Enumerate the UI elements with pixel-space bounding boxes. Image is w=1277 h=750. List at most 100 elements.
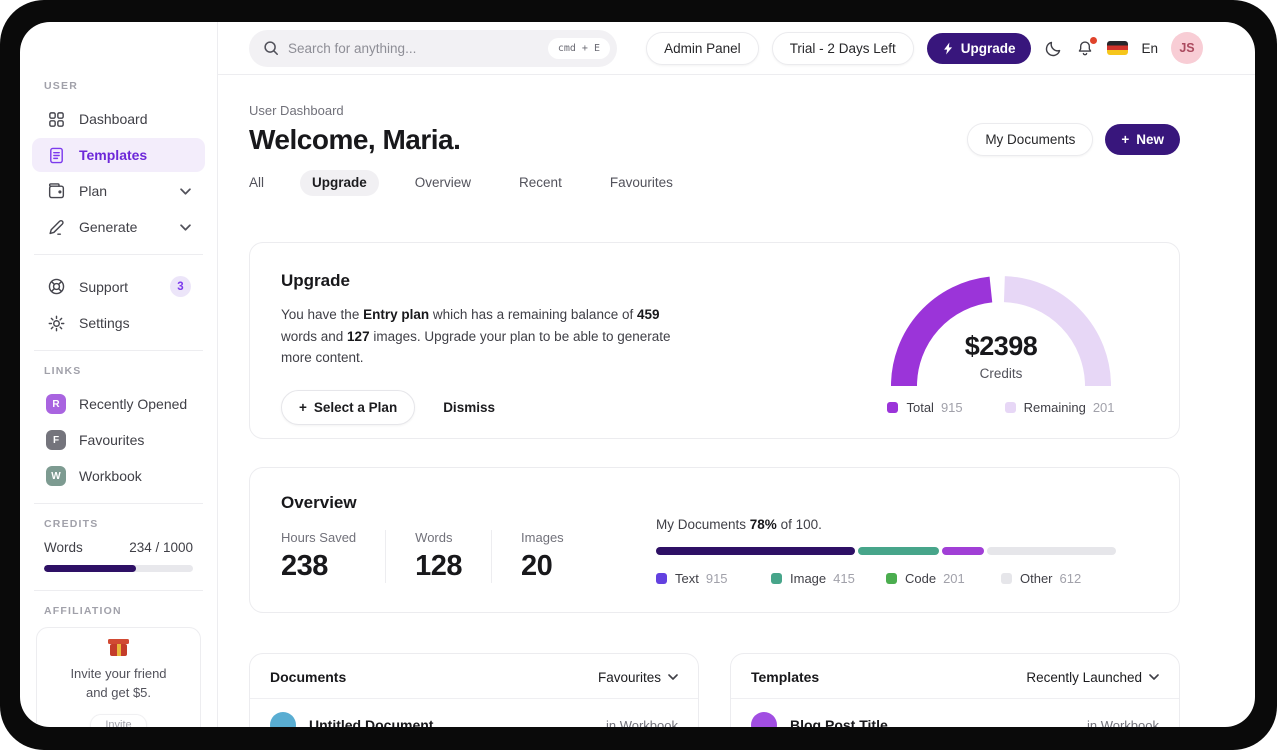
- link-letter-chip: F: [46, 430, 66, 450]
- credits-words-row: Words 234 / 1000: [44, 540, 193, 555]
- tab-overview[interactable]: Overview: [414, 175, 472, 190]
- document-location: in Workbook: [605, 717, 678, 728]
- gear-icon: [46, 313, 66, 333]
- breadcrumb: User Dashboard: [249, 103, 344, 118]
- credits-gauge: $2398 Credits Total 915 Remaining: [887, 271, 1115, 438]
- credits-progress-track: [44, 565, 193, 572]
- templates-card: Templates Recently Launched Blog Post Ti…: [730, 653, 1180, 727]
- gauge-arcs: [891, 276, 1111, 387]
- dark-mode-toggle[interactable]: [1044, 39, 1063, 58]
- overview-card: Overview Hours Saved 238 Words 128: [249, 467, 1180, 613]
- sidebar-link-workbook[interactable]: W Workbook: [32, 459, 205, 493]
- notifications-button[interactable]: [1076, 36, 1098, 58]
- sidebar-section-links: LINKS: [44, 365, 82, 377]
- link-letter-chip: W: [46, 466, 66, 486]
- legend-item-total: Total 915: [887, 400, 963, 415]
- legend-item-text: Text 915: [656, 571, 771, 586]
- sidebar-link-label: Recently Opened: [79, 396, 188, 412]
- dismiss-button[interactable]: Dismiss: [443, 399, 495, 415]
- upgrade-card-actions: + Select a Plan Dismiss: [281, 389, 693, 425]
- sidebar-section-user: USER: [44, 80, 78, 92]
- legend-swatch: [1004, 402, 1016, 413]
- documents-filter-dropdown[interactable]: Favourites: [598, 670, 678, 685]
- tab-favourites[interactable]: Favourites: [609, 175, 673, 190]
- gauge-total-arc: [891, 276, 993, 387]
- upgrade-card: Upgrade You have the Entry plan which ha…: [249, 242, 1180, 439]
- documents-card: Documents Favourites Untitled Document i…: [249, 653, 699, 727]
- search-bar[interactable]: cmd + E: [249, 29, 617, 67]
- user-avatar[interactable]: JS: [1171, 32, 1203, 64]
- templates-filter-dropdown[interactable]: Recently Launched: [1026, 670, 1159, 685]
- templates-card-header: Templates Recently Launched: [731, 654, 1179, 698]
- language-selector[interactable]: [1107, 41, 1129, 55]
- chevron-down-icon: [180, 223, 191, 231]
- new-button[interactable]: + New: [1105, 124, 1180, 155]
- sidebar-item-plan[interactable]: Plan: [32, 174, 205, 208]
- stat-images: Images 20: [491, 530, 593, 583]
- credits-label: Words: [44, 540, 83, 555]
- legend-swatch: [1001, 573, 1012, 584]
- select-plan-button[interactable]: + Select a Plan: [281, 389, 416, 425]
- pencil-icon: [46, 217, 66, 237]
- template-location: in Workbook: [1086, 717, 1159, 728]
- upgrade-button[interactable]: Upgrade: [926, 32, 1032, 64]
- gauge-value: $2398: [964, 331, 1038, 361]
- bell-icon: [1079, 40, 1092, 55]
- bar-segment-text: [656, 547, 856, 555]
- sidebar-item-support[interactable]: Support 3: [32, 269, 205, 304]
- sidebar-item-label: Settings: [79, 315, 130, 331]
- stat-hours-saved: Hours Saved 238: [281, 530, 357, 582]
- my-documents-button[interactable]: My Documents: [967, 123, 1094, 156]
- affiliation-card: Invite your friend and get $5. Invite: [36, 627, 201, 727]
- search-shortcut-badge: cmd + E: [547, 37, 610, 59]
- tab-recent[interactable]: Recent: [519, 175, 562, 190]
- sidebar-divider: [34, 590, 203, 591]
- legend-swatch: [771, 573, 782, 584]
- search-input[interactable]: [288, 40, 539, 56]
- tab-all[interactable]: All: [249, 175, 265, 190]
- sidebar-item-generate[interactable]: Generate: [32, 210, 205, 244]
- documents-progress: My Documents 78% of 100. Text 915: [656, 517, 1116, 612]
- overview-stats: Overview Hours Saved 238 Words 128: [281, 493, 631, 612]
- lightning-bolt-icon: [943, 42, 952, 54]
- upgrade-card-body: You have the Entry plan which has a rema…: [281, 307, 671, 366]
- upgrade-card-title: Upgrade: [281, 271, 350, 290]
- legend-item-code: Code 201: [886, 571, 1001, 586]
- legend-item-other: Other 612: [1001, 571, 1116, 586]
- invite-button[interactable]: Invite: [90, 713, 147, 727]
- sidebar-item-label: Support: [79, 278, 129, 295]
- support-count-badge: 3: [170, 276, 191, 297]
- stats-row: Hours Saved 238 Words 128 Images 20: [281, 530, 631, 583]
- template-row[interactable]: Blog Post Title in Workbook: [731, 699, 1179, 727]
- template-thumbnail: [751, 712, 777, 727]
- sidebar-item-templates[interactable]: Templates: [32, 138, 205, 172]
- link-letter-chip: R: [46, 394, 66, 414]
- filter-tabs: All Upgrade Overview Recent Favourites: [237, 170, 1255, 196]
- sidebar-section-affiliation: AFFILIATION: [44, 605, 122, 617]
- trial-status-button[interactable]: Trial - 2 Days Left: [771, 31, 914, 65]
- topbar: cmd + E Admin Panel Trial - 2 Days Left …: [218, 22, 1255, 75]
- sidebar: USER Dashboard Templates Plan: [20, 22, 218, 727]
- header-actions: My Documents + New: [967, 123, 1180, 156]
- chevron-down-icon: [180, 187, 191, 195]
- document-thumbnail: [270, 712, 296, 727]
- notification-dot: [1090, 36, 1098, 44]
- sidebar-item-settings[interactable]: Settings: [32, 306, 205, 340]
- page-header: Welcome, Maria. My Documents + New: [249, 123, 1180, 156]
- sidebar-link-favourites[interactable]: F Favourites: [32, 423, 205, 457]
- admin-panel-button[interactable]: Admin Panel: [646, 31, 759, 65]
- sidebar-item-label: Templates: [79, 147, 148, 163]
- legend-swatch: [887, 402, 899, 413]
- germany-flag-icon: [1107, 41, 1129, 55]
- sidebar-item-dashboard[interactable]: Dashboard: [32, 102, 205, 136]
- sidebar-link-recently-opened[interactable]: R Recently Opened: [32, 387, 205, 421]
- card-divider: [731, 698, 1179, 699]
- tab-upgrade[interactable]: Upgrade: [300, 170, 379, 196]
- chevron-down-icon: [668, 674, 678, 680]
- document-row[interactable]: Untitled Document in Workbook: [250, 699, 698, 727]
- chevron-down-icon: [1149, 674, 1159, 680]
- gauge-chart: $2398 Credits: [891, 274, 1111, 389]
- sidebar-item-label: Generate: [79, 219, 138, 235]
- templates-document-icon: [46, 145, 66, 165]
